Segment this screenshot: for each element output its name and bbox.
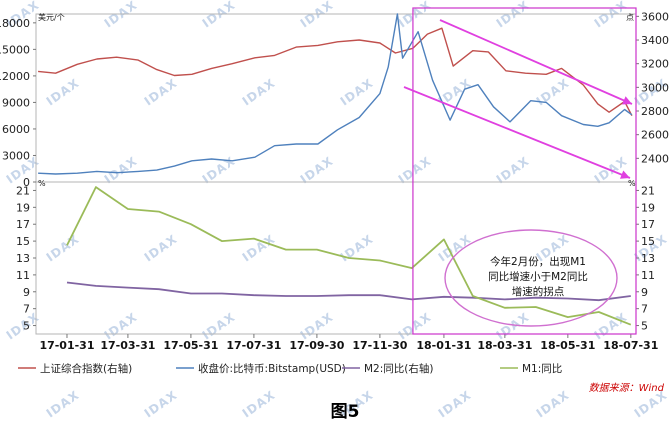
series-line-m1-yoy bbox=[66, 186, 632, 326]
trend-arrow-upper-head bbox=[622, 96, 632, 105]
lower-right-tick-label-8: 21 bbox=[641, 184, 655, 197]
upper-right-tick-label-0: 2400 bbox=[641, 152, 669, 165]
series-layer bbox=[38, 13, 633, 326]
annotation-ellipse bbox=[444, 229, 618, 327]
x-tick-label-6: 18-01-31 bbox=[416, 339, 471, 352]
lower-left-tick-label-4: 13 bbox=[16, 252, 30, 265]
upper-left-tick-label-3: 9000 bbox=[2, 96, 30, 109]
watermark-text-6: IDAX bbox=[592, 0, 630, 30]
source-note: 数据来源：Wind bbox=[589, 382, 665, 394]
x-tick-label-1: 17-03-31 bbox=[100, 339, 155, 352]
annotation-line-1: 今年2月份，出现M1 bbox=[490, 255, 586, 268]
trend-arrow-lower-shaft bbox=[403, 86, 631, 179]
trend-arrow-upper-shaft bbox=[439, 19, 633, 105]
upper-left-unit: 美元/个 bbox=[38, 12, 65, 22]
upper-left-tick-label-4: 12000 bbox=[0, 70, 30, 83]
lower-left-tick-label-8: 21 bbox=[16, 184, 30, 197]
watermark-text-7: IDAX bbox=[44, 76, 82, 109]
lower-left-unit: % bbox=[38, 179, 46, 188]
x-tick-label-2: 17-05-31 bbox=[163, 339, 218, 352]
lower-right-tick-label-6: 17 bbox=[641, 218, 655, 231]
upper-left-tick-label-2: 6000 bbox=[2, 123, 30, 136]
x-tick-label-7: 18-03-31 bbox=[477, 339, 532, 352]
tick-layer: 0 3000 6000 9000 12000 15000 18000 2400 2600 2800… bbox=[0, 10, 669, 352]
watermark-text-9: IDAX bbox=[240, 76, 278, 109]
highlight-layer bbox=[403, 7, 637, 335]
figure-caption: 图5 bbox=[331, 402, 360, 422]
watermark-text-22: IDAX bbox=[142, 232, 180, 265]
watermark-text-36: IDAX bbox=[142, 388, 180, 421]
lower-right-unit: % bbox=[628, 179, 636, 188]
upper-left-tick-label-5: 15000 bbox=[0, 43, 30, 56]
watermark-text-40: IDAX bbox=[534, 388, 572, 421]
upper-right-tick-label-3: 3000 bbox=[641, 81, 669, 94]
watermark-text-2: IDAX bbox=[200, 0, 238, 30]
legend-label-m2: M2:同比(右轴) bbox=[364, 362, 433, 375]
lower-right-tick-label-7: 19 bbox=[641, 201, 655, 214]
watermark-text-32: IDAX bbox=[396, 310, 434, 343]
annotation-line-2: 同比增速小于M2同比 bbox=[488, 270, 588, 283]
lower-left-tick-label-0: 5 bbox=[23, 320, 30, 333]
lower-left-tick-label-6: 17 bbox=[16, 218, 30, 231]
watermark-text-30: IDAX bbox=[200, 310, 238, 343]
watermark-text-35: IDAX bbox=[44, 388, 82, 421]
lower-left-tick-label-2: 9 bbox=[23, 286, 30, 299]
watermark-text-34: IDAX bbox=[592, 310, 630, 343]
watermark-text-37: IDAX bbox=[240, 388, 278, 421]
x-tick-label-0: 17-01-31 bbox=[39, 339, 94, 352]
watermark-layer: IDAX IDAX IDAX IDAX IDAX IDAX IDAX IDAX IDAX IDAX… bbox=[4, 0, 670, 420]
series-line-sse-index bbox=[38, 27, 633, 117]
upper-left-tick-label-0: 0 bbox=[23, 176, 30, 189]
upper-left-tick-label-6: 18000 bbox=[0, 17, 30, 30]
watermark-text-1: IDAX bbox=[102, 0, 140, 30]
highlight-box bbox=[412, 7, 637, 335]
upper-left-tick-label-1: 3000 bbox=[2, 149, 30, 162]
x-tick-label-8: 18-05-31 bbox=[540, 339, 595, 352]
watermark-text-4: IDAX bbox=[396, 0, 434, 30]
lower-right-tick-label-2: 9 bbox=[641, 286, 648, 299]
lower-left-tick-label-1: 7 bbox=[23, 303, 30, 316]
watermark-text-10: IDAX bbox=[338, 76, 376, 109]
watermark-text-12: IDAX bbox=[534, 76, 572, 109]
legend-label-btc: 收盘价:比特币:Bitstamp(USD) bbox=[198, 362, 346, 375]
upper-right-tick-label-4: 3200 bbox=[641, 58, 669, 71]
trend-arrow-lower-head bbox=[620, 170, 630, 179]
x-tick-label-5: 17-11-30 bbox=[352, 339, 407, 352]
lower-right-tick-label-5: 15 bbox=[641, 235, 655, 248]
lower-left-tick-label-7: 19 bbox=[16, 201, 30, 214]
lower-right-tick-label-1: 7 bbox=[641, 303, 648, 316]
watermark-text-5: IDAX bbox=[494, 0, 532, 30]
watermark-text-8: IDAX bbox=[142, 76, 180, 109]
watermark-text-29: IDAX bbox=[102, 310, 140, 343]
lower-right-tick-label-4: 13 bbox=[641, 252, 655, 265]
legend-label-sse: 上证综合指数(右轴) bbox=[40, 362, 132, 375]
x-tick-label-9: 18-07-31 bbox=[603, 339, 658, 352]
lower-left-tick-label-3: 11 bbox=[16, 269, 30, 282]
upper-right-unit: 点 bbox=[626, 13, 634, 22]
lower-left-tick-label-5: 15 bbox=[16, 235, 30, 248]
series-line-m2-yoy bbox=[66, 281, 631, 302]
watermark-text-21: IDAX bbox=[44, 232, 82, 265]
legend-label-m1: M1:同比 bbox=[522, 362, 562, 375]
watermark-text-3: IDAX bbox=[298, 0, 336, 30]
watermark-text-11: IDAX bbox=[436, 76, 474, 109]
x-tick-label-4: 17-09-30 bbox=[289, 339, 344, 352]
upper-right-tick-label-1: 2600 bbox=[641, 129, 669, 142]
series-line-bitcoin-price bbox=[38, 13, 633, 175]
upper-right-tick-label-6: 3600 bbox=[641, 10, 669, 23]
watermark-text-39: IDAX bbox=[436, 388, 474, 421]
lower-right-tick-label-0: 5 bbox=[641, 320, 648, 333]
upper-right-tick-label-2: 2800 bbox=[641, 105, 669, 118]
upper-right-tick-label-5: 3400 bbox=[641, 34, 669, 47]
annotation-line-3: 增速的拐点 bbox=[512, 285, 565, 298]
watermark-text-23: IDAX bbox=[240, 232, 278, 265]
lower-right-tick-label-3: 11 bbox=[641, 269, 655, 282]
x-tick-label-3: 17-07-31 bbox=[226, 339, 281, 352]
